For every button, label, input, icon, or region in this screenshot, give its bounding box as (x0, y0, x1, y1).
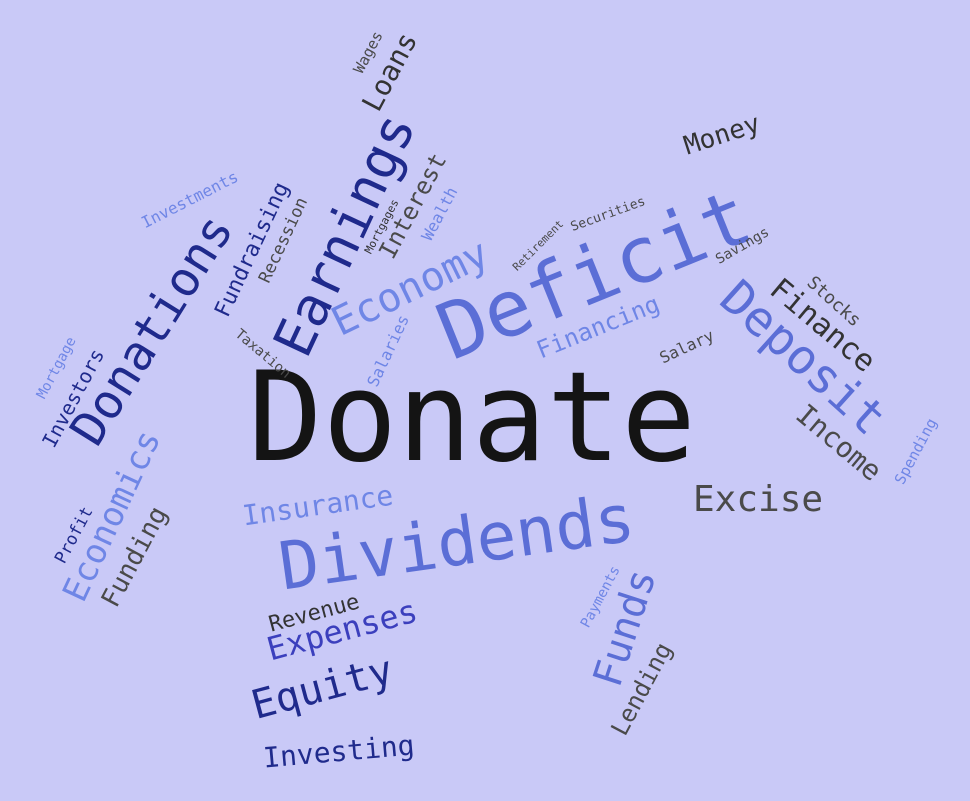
word-money: Money (680, 108, 765, 162)
word-excise: Excise (693, 479, 824, 520)
word-donations: Donations (59, 204, 245, 456)
word-spending: Spending (890, 414, 941, 487)
word-donate: Donate (248, 346, 696, 490)
word-equity: Equity (246, 647, 398, 729)
word-investing: Investing (261, 728, 416, 775)
